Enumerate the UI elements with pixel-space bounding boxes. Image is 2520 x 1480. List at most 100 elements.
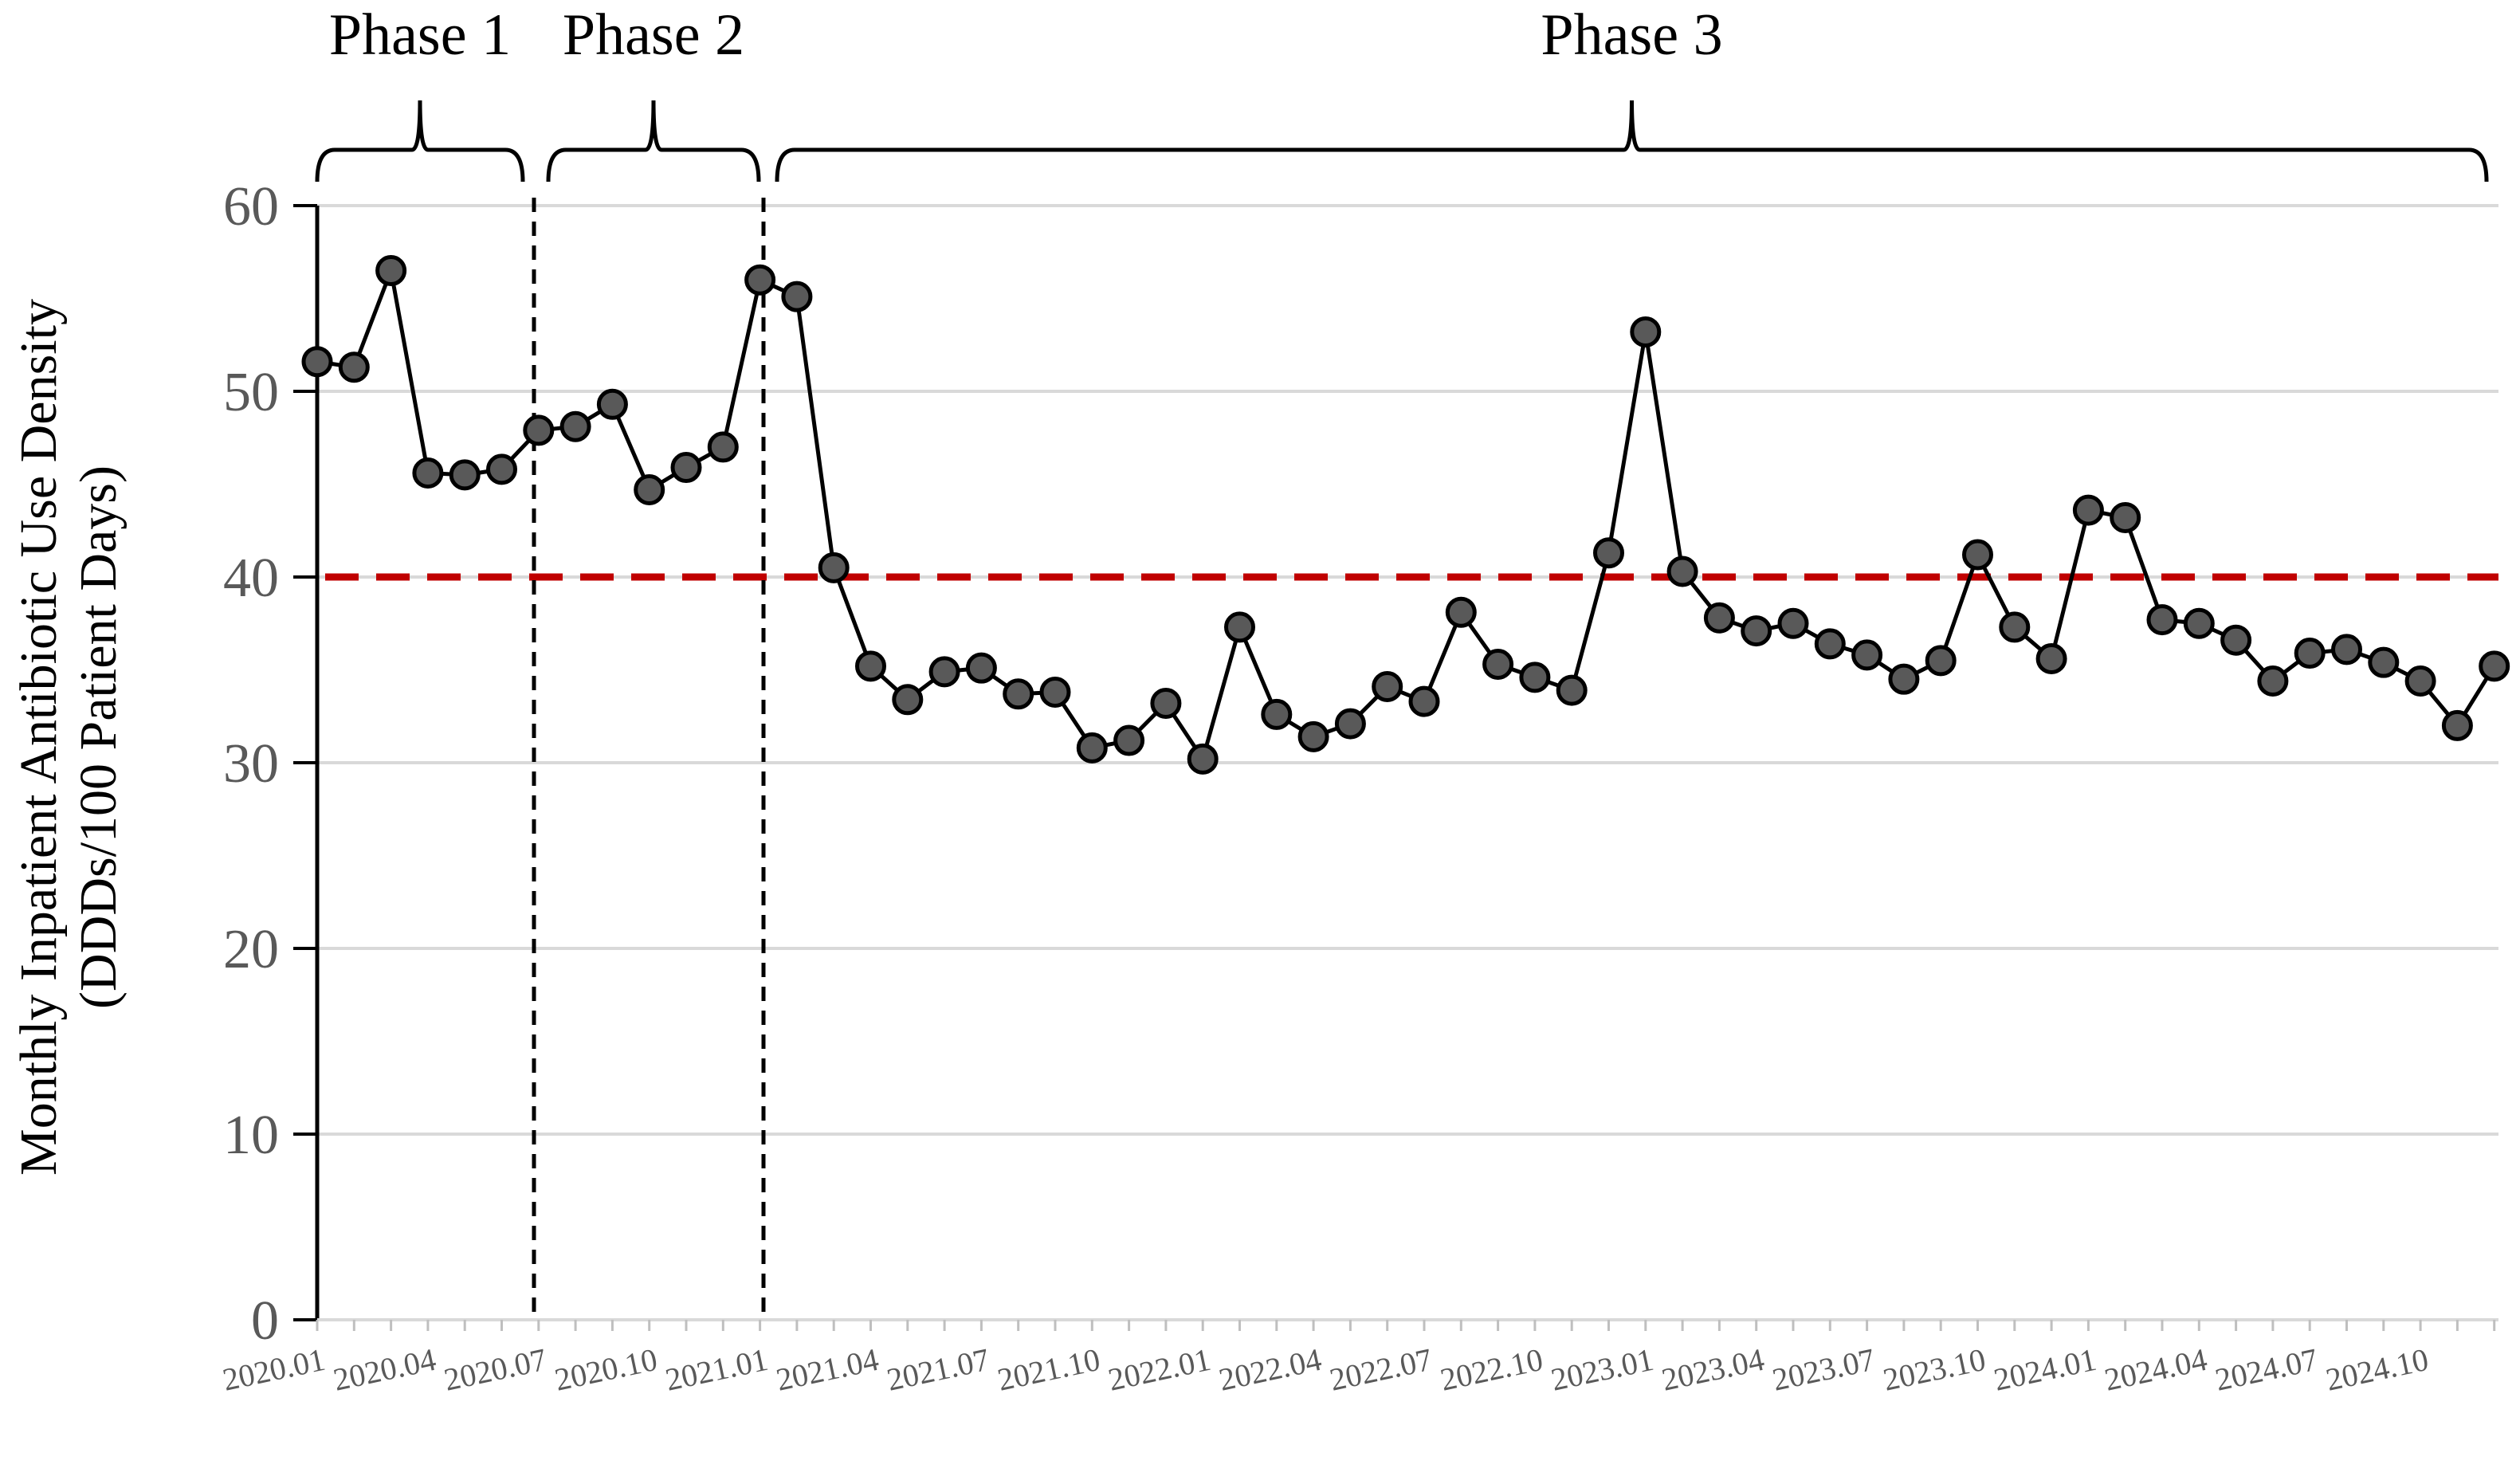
data-point-2021.05 — [892, 684, 924, 716]
x-tick-label-2020.04: 2020.04 — [330, 1341, 439, 1398]
data-point-2021.04 — [855, 650, 886, 682]
x-tick-label-2022.10: 2022.10 — [1437, 1341, 1546, 1398]
data-point-2020.07 — [523, 414, 555, 446]
data-point-2023.10 — [1962, 539, 1993, 571]
data-point-2022.07 — [1408, 685, 1440, 717]
data-point-2021.09 — [1039, 676, 1071, 708]
data-point-2021.01 — [744, 264, 776, 296]
x-tick-label-2022.01: 2022.01 — [1105, 1341, 1215, 1398]
data-point-2022.12 — [1593, 537, 1624, 569]
data-point-2020.11 — [670, 452, 702, 484]
data-point-2023.01 — [1630, 316, 1662, 347]
data-point-2024.04 — [2183, 607, 2215, 639]
x-tick-label-2021.01: 2021.01 — [662, 1341, 771, 1398]
data-point-2020.09 — [596, 388, 628, 420]
x-tick-label-2022.07: 2022.07 — [1326, 1341, 1435, 1398]
x-tick-label-2020.07: 2020.07 — [441, 1341, 550, 1398]
phase-label-1: Phase 1 — [329, 2, 511, 68]
data-point-2023.03 — [1703, 602, 1735, 634]
y-tick-label-40: 40 — [223, 548, 279, 609]
data-point-2024.07 — [2294, 638, 2326, 669]
data-point-2024.02 — [2110, 501, 2141, 533]
phase-label-2: Phase 2 — [563, 2, 744, 68]
data-point-2020.08 — [559, 410, 591, 442]
data-point-2022.11 — [1556, 674, 1588, 706]
data-point-2024.05 — [2220, 624, 2252, 656]
data-point-2022.10 — [1519, 661, 1551, 693]
x-tick-label-2023.04: 2023.04 — [1658, 1341, 1768, 1398]
x-tick-label-2024.07: 2024.07 — [2212, 1341, 2322, 1398]
data-point-2022.09 — [1482, 649, 1514, 681]
y-tick-label-10: 10 — [223, 1105, 279, 1166]
data-point-2023.05 — [1777, 607, 1809, 639]
data-point-2020.04 — [412, 457, 444, 489]
data-point-2022.08 — [1445, 596, 1477, 628]
x-tick-label-2021.10: 2021.10 — [995, 1341, 1104, 1398]
y-tick-label-50: 50 — [223, 362, 279, 423]
data-point-2021.08 — [1003, 678, 1034, 710]
data-point-2024.10 — [2404, 665, 2436, 697]
data-point-2024.09 — [2368, 646, 2400, 678]
data-point-2024.12 — [2479, 650, 2510, 682]
data-point-2020.12 — [707, 431, 739, 463]
data-point-2024.01 — [2072, 494, 2104, 526]
data-point-2021.11 — [1113, 724, 1145, 756]
data-point-2022.03 — [1261, 698, 1293, 730]
phase-bracket-3 — [775, 100, 2489, 183]
data-point-2021.03 — [818, 552, 850, 583]
phase-label-3: Phase 3 — [1541, 2, 1722, 68]
data-point-2023.08 — [1888, 663, 1920, 695]
data-point-2022.02 — [1224, 611, 1255, 643]
y-axis-label-line1: Monthly Inpatient Antibiotic Use Density — [10, 299, 68, 1176]
data-point-2021.12 — [1150, 687, 1182, 719]
data-point-2021.10 — [1076, 732, 1108, 764]
data-point-2024.08 — [2331, 634, 2362, 665]
y-tick-label-30: 30 — [223, 733, 279, 795]
data-point-2023.02 — [1666, 555, 1698, 587]
data-point-2023.04 — [1741, 615, 1772, 647]
data-point-2024.06 — [2257, 665, 2289, 697]
phase-bracket-2 — [546, 100, 761, 183]
x-tick-label-2021.07: 2021.07 — [884, 1341, 993, 1398]
x-tick-label-2023.07: 2023.07 — [1769, 1341, 1878, 1398]
x-tick-label-2024.10: 2024.10 — [2322, 1341, 2432, 1398]
x-tick-label-2020.10: 2020.10 — [551, 1341, 661, 1398]
data-point-2022.01 — [1187, 743, 1219, 775]
x-tick-label-2024.04: 2024.04 — [2102, 1341, 2211, 1398]
data-point-2023.11 — [1999, 611, 2031, 643]
x-tick-label-2023.01: 2023.01 — [1548, 1341, 1657, 1398]
y-tick-label-0: 0 — [251, 1290, 279, 1352]
y-axis-label-line2: (DDDs/100 Patient Days) — [69, 465, 128, 1009]
data-point-2021.07 — [965, 652, 997, 684]
y-tick-label-60: 60 — [223, 176, 279, 238]
data-point-2024.03 — [2146, 604, 2178, 636]
data-point-2020.03 — [375, 255, 407, 287]
data-point-2020.10 — [634, 473, 665, 505]
data-point-2021.02 — [781, 281, 813, 312]
data-point-2020.02 — [338, 351, 370, 383]
data-point-2021.06 — [928, 656, 960, 688]
data-point-2020.05 — [449, 459, 481, 491]
series-layer — [301, 255, 2510, 775]
x-tick-label-2022.04: 2022.04 — [1215, 1341, 1325, 1398]
axis-labels: Monthly Inpatient Antibiotic Use Density… — [10, 299, 128, 1176]
gridlines — [317, 204, 2498, 1136]
data-point-2023.07 — [1851, 639, 1883, 671]
data-point-2023.12 — [2035, 643, 2067, 675]
data-point-2023.06 — [1814, 628, 1846, 660]
y-tick-label-20: 20 — [223, 919, 279, 980]
data-point-2020.01 — [301, 346, 333, 378]
data-point-2022.05 — [1334, 708, 1366, 740]
data-point-2023.09 — [1925, 645, 1957, 677]
x-tick-label-2024.01: 2024.01 — [1991, 1341, 2100, 1398]
data-point-2022.04 — [1297, 720, 1329, 752]
phase-annotations: Phase 1 Phase 2 Phase 3 — [315, 2, 2489, 1320]
x-tick-label-2021.04: 2021.04 — [773, 1341, 882, 1398]
phase-bracket-1 — [315, 100, 525, 183]
data-point-2022.06 — [1372, 670, 1403, 702]
series-line — [316, 269, 2496, 761]
x-tick-label-2023.10: 2023.10 — [1880, 1341, 1989, 1398]
data-point-2024.11 — [2441, 709, 2473, 741]
